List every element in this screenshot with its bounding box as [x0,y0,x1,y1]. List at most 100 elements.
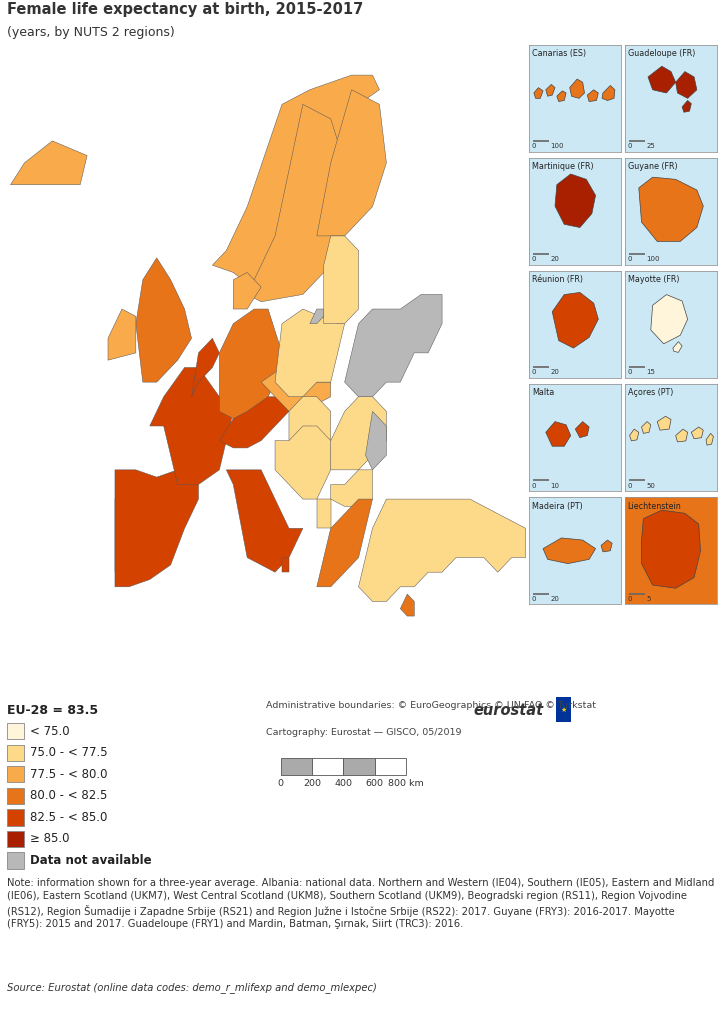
Text: 0: 0 [628,483,632,488]
Text: Malta: Malta [532,388,554,397]
Polygon shape [555,174,595,227]
Polygon shape [575,422,589,438]
Bar [7,830,24,847]
Polygon shape [330,470,372,506]
Polygon shape [546,85,555,96]
Polygon shape [366,412,387,470]
Polygon shape [289,396,330,448]
Text: eurostat: eurostat [474,703,544,717]
Polygon shape [11,141,87,184]
Text: Liechtenstein: Liechtenstein [628,501,681,511]
Text: Réunion (FR): Réunion (FR) [532,275,583,284]
Text: Female life expectancy at birth, 2015-2017: Female life expectancy at birth, 2015-20… [7,2,364,17]
Text: 0: 0 [628,370,632,375]
Text: 0: 0 [532,596,536,601]
Bar [374,758,406,775]
Polygon shape [682,101,691,112]
Text: 82.5 - < 85.0: 82.5 - < 85.0 [30,811,108,824]
Polygon shape [691,427,703,439]
Text: 100: 100 [550,144,564,149]
Bar [7,745,24,761]
Polygon shape [324,236,359,324]
Polygon shape [557,91,566,102]
Polygon shape [546,422,571,446]
Text: Note: information shown for a three-year average. Albania: national data. Northe: Note: information shown for a three-year… [7,878,714,929]
Polygon shape [642,511,701,588]
Text: Guadeloupe (FR): Guadeloupe (FR) [628,49,695,58]
Polygon shape [150,368,233,484]
Polygon shape [629,429,639,441]
Polygon shape [261,368,330,412]
Bar [557,697,571,722]
Text: 20: 20 [550,596,559,601]
Text: 0: 0 [278,780,284,789]
Text: 400: 400 [334,780,352,789]
Text: 200: 200 [303,780,321,789]
Bar [7,788,24,804]
Polygon shape [226,470,303,573]
Bar [7,852,24,868]
Polygon shape [310,309,324,324]
Polygon shape [317,90,387,236]
Text: 0: 0 [532,483,536,488]
Polygon shape [601,540,612,552]
Polygon shape [115,499,129,573]
Polygon shape [247,104,345,302]
Text: Source: Eurostat (online data codes: demo_r_mlifexp and demo_mlexpec): Source: Eurostat (online data codes: dem… [7,981,377,993]
Polygon shape [115,470,199,587]
Polygon shape [400,594,414,616]
Polygon shape [588,90,598,102]
Polygon shape [275,309,345,396]
Text: 80.0 - < 82.5: 80.0 - < 82.5 [30,790,108,802]
Polygon shape [282,557,289,573]
Text: 10: 10 [550,483,559,488]
Text: 15: 15 [646,370,655,375]
Polygon shape [673,341,682,353]
Polygon shape [648,66,675,93]
Polygon shape [317,499,372,587]
Text: 5: 5 [646,596,651,601]
Text: Administrative boundaries: © EuroGeographics © UN-FAO © Turkstat: Administrative boundaries: © EuroGeograp… [266,701,596,710]
Polygon shape [552,292,598,348]
Text: 75.0 - < 77.5: 75.0 - < 77.5 [30,746,108,759]
Bar [7,766,24,783]
Polygon shape [220,309,282,419]
Polygon shape [534,88,543,99]
Text: Mayotte (FR): Mayotte (FR) [628,275,679,284]
Polygon shape [543,538,595,564]
Polygon shape [212,75,379,294]
Text: ★: ★ [561,707,567,713]
Polygon shape [220,396,296,448]
Text: 25: 25 [646,144,655,149]
Polygon shape [345,294,442,396]
Text: Data not available: Data not available [30,854,152,867]
Polygon shape [706,433,714,445]
Polygon shape [359,499,526,601]
Text: < 75.0: < 75.0 [30,725,70,738]
Polygon shape [651,294,688,343]
Polygon shape [330,396,387,470]
Text: Canarias (ES): Canarias (ES) [532,49,586,58]
Polygon shape [136,258,192,382]
Text: (years, by NUTS 2 regions): (years, by NUTS 2 regions) [7,25,175,39]
Text: Martinique (FR): Martinique (FR) [532,162,593,171]
Text: Guyane (FR): Guyane (FR) [628,162,678,171]
Polygon shape [570,79,585,99]
Text: 100: 100 [646,257,660,262]
Text: 0: 0 [532,370,536,375]
Polygon shape [192,338,220,396]
Text: ≥ 85.0: ≥ 85.0 [30,833,70,846]
Polygon shape [639,177,703,242]
Polygon shape [675,429,688,442]
Polygon shape [675,71,697,99]
Text: 0: 0 [628,257,632,262]
Polygon shape [642,422,651,433]
Text: Açores (PT): Açores (PT) [628,388,673,397]
Bar [281,758,312,775]
Bar [7,723,24,740]
Text: 77.5 - < 80.0: 77.5 - < 80.0 [30,767,108,781]
Text: 0: 0 [628,596,632,601]
Bar [343,758,374,775]
Polygon shape [317,499,330,528]
Polygon shape [657,417,671,430]
